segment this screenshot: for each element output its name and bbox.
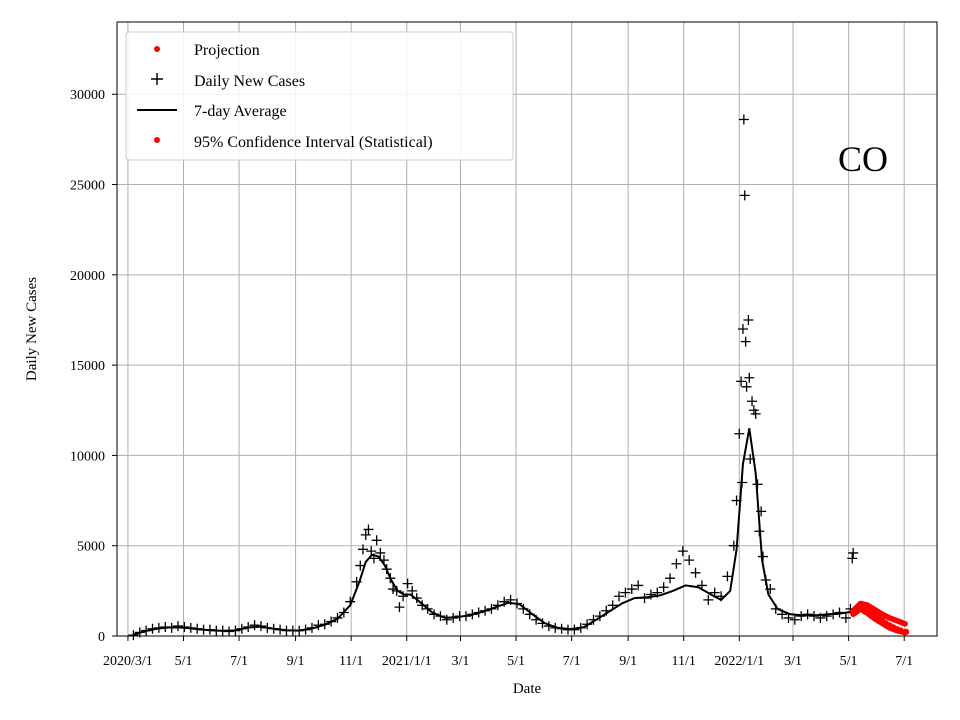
daily-cases-point [645, 589, 656, 600]
x-tick-label: 7/1 [563, 654, 581, 669]
daily-cases-point [821, 611, 832, 622]
daily-cases-point [741, 381, 752, 392]
chart-annotation: CO [838, 139, 888, 179]
daily-cases-point [360, 529, 371, 540]
daily-cases-point [394, 602, 405, 613]
legend-label-ci: 95% Confidence Interval (Statistical) [194, 134, 433, 151]
x-tick-label: 3/1 [784, 654, 802, 669]
y-tick-label: 30000 [70, 88, 105, 103]
daily-cases-point [658, 582, 669, 593]
daily-cases-point [737, 324, 748, 334]
projection-point [902, 628, 910, 636]
daily-cases-point [738, 114, 749, 125]
ticks: 2020/3/1 5/1 7/1 9/1 11/1 2021/1/1 3/1 5/1 7/1 9/… [70, 88, 913, 669]
daily-cases-point [128, 630, 139, 641]
x-tick-label: 2021/1/1 [382, 654, 432, 669]
plot-frame [116, 21, 938, 637]
daily-cases-point [840, 612, 851, 623]
x-tick-label: 11/1 [339, 654, 363, 669]
daily-cases-point [441, 614, 452, 625]
y-tick-label: 10000 [70, 449, 105, 464]
daily-cases-point [671, 558, 682, 569]
x-tick-label: 5/1 [840, 654, 858, 669]
daily-cases-point [722, 571, 733, 582]
daily-cases-point [739, 190, 750, 201]
x-tick-label: 9/1 [619, 654, 637, 669]
daily-cases-point [620, 587, 631, 598]
legend: Projection Daily New Cases 7-day Average… [125, 31, 514, 161]
y-tick-label: 5000 [77, 540, 105, 555]
daily-cases-point [358, 544, 368, 555]
x-tick-label: 5/1 [175, 654, 193, 669]
daily-cases-point [734, 428, 745, 439]
legend-label-average: 7-day Average [194, 103, 287, 120]
projection-point [897, 627, 904, 634]
legend-marker-projection [154, 46, 160, 52]
daily-cases-point [789, 614, 800, 625]
y-tick-label: 15000 [70, 359, 105, 374]
daily-cases-point [677, 546, 688, 557]
daily-cases-point [736, 376, 747, 387]
daily-cases-point [750, 408, 761, 419]
legend-marker-ci [154, 137, 160, 143]
daily-cases-point [371, 535, 382, 546]
daily-cases-point [626, 584, 637, 595]
daily-cases-point [743, 314, 754, 325]
daily-cases-point [407, 585, 418, 596]
y-tick-label: 25000 [70, 179, 105, 194]
daily-cases-point [703, 594, 714, 605]
average-line [133, 428, 853, 636]
legend-label-projection: Projection [194, 42, 260, 59]
daily-cases-point [684, 555, 695, 566]
daily-cases-point [249, 620, 260, 631]
x-tick-label: 7/1 [895, 654, 913, 669]
x-tick-label: 2020/3/1 [103, 654, 153, 669]
daily-cases-point [847, 553, 858, 564]
marks [128, 114, 910, 641]
daily-cases-point [633, 580, 644, 591]
legend-box [125, 31, 514, 161]
daily-cases-point [402, 578, 413, 589]
legend-marker-daily [151, 73, 163, 85]
projection-point [849, 609, 857, 616]
ci-upper-point [902, 621, 908, 627]
daily-cases-point [848, 547, 859, 558]
y-tick-label: 20000 [70, 269, 105, 284]
daily-cases-point [363, 524, 374, 535]
daily-cases-point [690, 567, 701, 578]
daily-cases-point [375, 547, 386, 558]
y-axis-label: Daily New Cases [24, 277, 40, 381]
x-tick-label: 2022/1/1 [714, 654, 764, 669]
daily-cases-point [665, 573, 676, 584]
x-tick-label: 9/1 [287, 654, 305, 669]
x-tick-label: 5/1 [507, 654, 525, 669]
daily-cases-point [173, 621, 184, 632]
x-tick-label: 7/1 [230, 654, 248, 669]
x-axis-label: Date [513, 681, 542, 697]
daily-cases-point [747, 396, 758, 407]
x-tick-label: 3/1 [452, 654, 470, 669]
y-tick-label: 0 [98, 630, 105, 645]
daily-cases-point [614, 591, 625, 602]
daily-cases-point [740, 336, 751, 347]
x-tick-label: 11/1 [672, 654, 696, 669]
daily-cases-point [744, 372, 755, 383]
legend-label-daily: Daily New Cases [194, 73, 305, 90]
